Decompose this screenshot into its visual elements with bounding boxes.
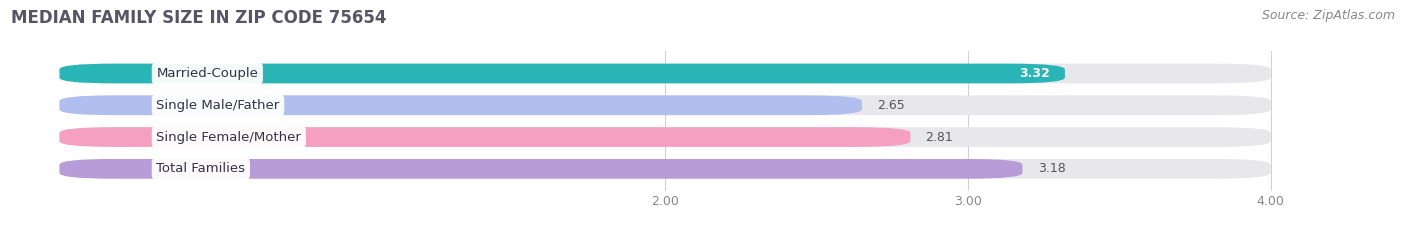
Text: Total Families: Total Families [156, 162, 246, 175]
FancyBboxPatch shape [59, 96, 1271, 115]
Text: MEDIAN FAMILY SIZE IN ZIP CODE 75654: MEDIAN FAMILY SIZE IN ZIP CODE 75654 [11, 9, 387, 27]
FancyBboxPatch shape [59, 127, 911, 147]
FancyBboxPatch shape [59, 64, 1271, 83]
FancyBboxPatch shape [59, 127, 1271, 147]
Text: 3.32: 3.32 [1019, 67, 1050, 80]
FancyBboxPatch shape [59, 64, 1064, 83]
Text: Single Male/Father: Single Male/Father [156, 99, 280, 112]
Text: Single Female/Mother: Single Female/Mother [156, 130, 301, 144]
Text: 2.65: 2.65 [877, 99, 905, 112]
Text: 2.81: 2.81 [925, 130, 953, 144]
Text: Source: ZipAtlas.com: Source: ZipAtlas.com [1261, 9, 1395, 22]
Text: Married-Couple: Married-Couple [156, 67, 259, 80]
FancyBboxPatch shape [59, 96, 862, 115]
FancyBboxPatch shape [59, 159, 1022, 179]
FancyBboxPatch shape [59, 159, 1271, 179]
Text: 3.18: 3.18 [1038, 162, 1066, 175]
